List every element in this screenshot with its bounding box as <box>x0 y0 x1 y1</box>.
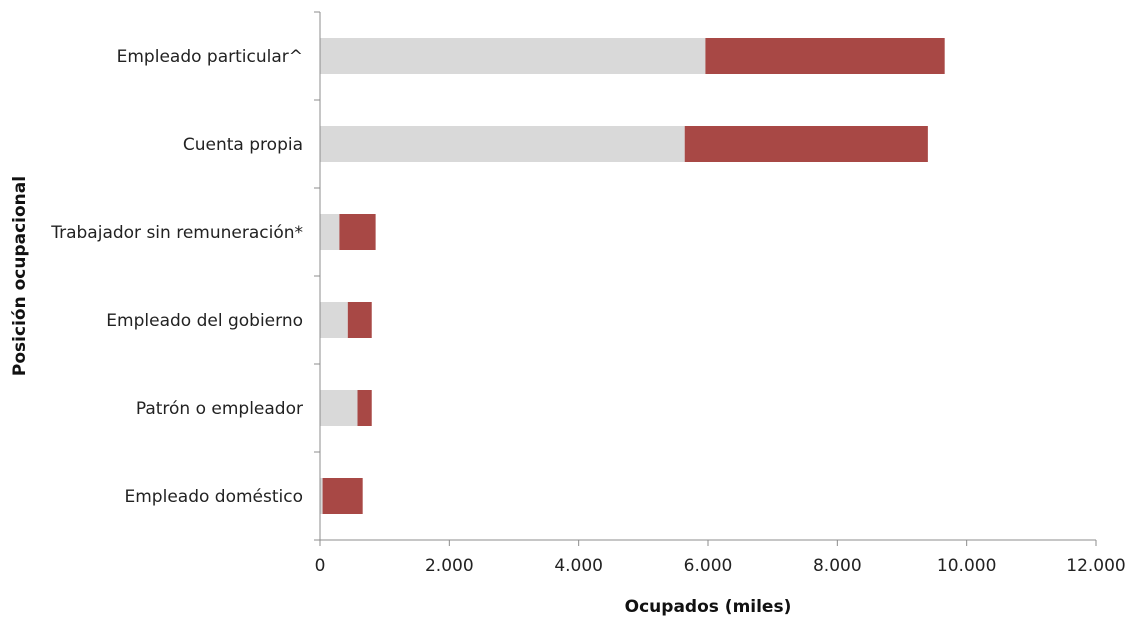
x-tick-label: 0 <box>315 556 326 576</box>
bar-segment-1 <box>320 126 685 162</box>
category-label: Empleado del gobierno <box>106 311 303 331</box>
x-tick-label: 10.000 <box>937 556 996 576</box>
y-axis-title: Posición ocupacional <box>10 176 30 376</box>
bar-segment-2 <box>705 38 945 74</box>
x-tick-label: 8.000 <box>813 556 862 576</box>
bar-segment-1 <box>320 214 340 250</box>
bars-group <box>320 38 945 514</box>
bar-segment-2 <box>684 126 928 162</box>
category-labels: Empleado particular^ Cuenta propia Trabaja… <box>50 47 303 507</box>
category-label: Empleado particular^ <box>117 47 303 67</box>
category-label: Trabajador sin remuneración* <box>50 223 303 243</box>
category-label: Empleado doméstico <box>125 487 304 507</box>
x-axis-ticks <box>319 540 1097 546</box>
x-axis-title: Ocupados (miles) <box>625 597 792 617</box>
x-tick-labels: 0 2.000 4.000 6.000 8.000 10.000 12.000 <box>315 556 1126 576</box>
x-tick-label: 6.000 <box>684 556 733 576</box>
axes-group <box>319 12 1096 541</box>
bar-segment-1 <box>320 38 706 74</box>
bar-segment-1 <box>320 478 323 514</box>
x-tick-label: 2.000 <box>425 556 474 576</box>
category-label: Patrón o empleador <box>136 399 303 419</box>
bar-segment-2 <box>322 478 363 514</box>
bar-segment-1 <box>320 302 348 338</box>
bar-segment-2 <box>339 214 376 250</box>
category-label: Cuenta propia <box>183 135 303 155</box>
bar-segment-2 <box>357 390 372 426</box>
x-tick-label: 12.000 <box>1066 556 1125 576</box>
x-tick-label: 4.000 <box>554 556 603 576</box>
y-axis-ticks <box>314 11 320 541</box>
bar-segment-2 <box>347 302 372 338</box>
bar-segment-1 <box>320 390 358 426</box>
